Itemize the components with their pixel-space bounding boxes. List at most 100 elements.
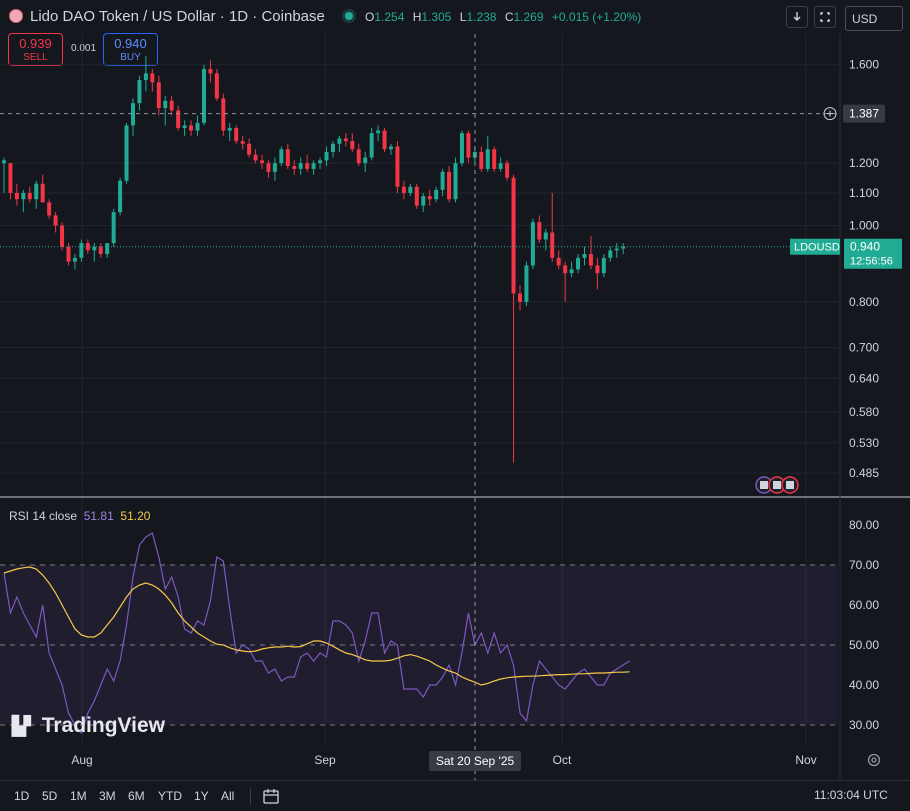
timeframe-6m[interactable]: 6M <box>128 789 145 803</box>
candle-body <box>524 265 529 302</box>
time-tick-label: Aug <box>71 753 92 767</box>
timeframe-ytd[interactable]: YTD <box>158 789 182 803</box>
candle-body <box>466 133 471 158</box>
candle-body <box>485 149 490 169</box>
time-tick-label: Oct <box>553 753 572 767</box>
candle-body <box>401 186 406 193</box>
rsi-tick-label: 80.00 <box>849 518 879 532</box>
candle-body <box>182 125 187 128</box>
currency-select[interactable]: USD <box>845 6 903 31</box>
candle-body <box>92 246 97 251</box>
toolbar-divider <box>250 788 251 805</box>
candle-body <box>189 125 194 131</box>
sell-button[interactable]: 0.939 SELL <box>8 33 63 66</box>
timeframe-all[interactable]: All <box>221 789 235 803</box>
symbol-tag-bg <box>790 238 840 255</box>
candle-body <box>350 141 355 150</box>
candle-body <box>118 180 123 213</box>
candle-body <box>459 133 464 164</box>
candle-body <box>414 186 419 206</box>
download-icon[interactable] <box>786 6 808 28</box>
currency-label: USD <box>852 12 878 26</box>
price-tick-label: 0.530 <box>849 436 879 450</box>
candle-body <box>608 250 613 258</box>
timeframe-3m[interactable]: 3M <box>99 789 116 803</box>
candle-body <box>595 265 600 274</box>
ohlc-low-value: 1.238 <box>466 10 497 24</box>
tradingview-watermark[interactable]: ▙▘ TradingView <box>12 714 165 738</box>
candle-body <box>105 243 110 255</box>
candle-body <box>601 257 606 274</box>
timeframe-5d[interactable]: 5D <box>42 789 58 803</box>
plus-icon <box>827 110 833 117</box>
candle-body <box>150 73 155 83</box>
candle-body <box>163 100 168 108</box>
candle-body <box>279 149 284 164</box>
timeframe-1m[interactable]: 1M <box>70 789 87 803</box>
rsi-tick-label: 60.00 <box>849 598 879 612</box>
candle-body <box>272 163 277 172</box>
gear-icon[interactable] <box>866 752 882 768</box>
candle-body <box>550 232 555 258</box>
rsi-tick-label: 30.00 <box>849 718 879 732</box>
ohlc-close-key: C <box>504 10 514 24</box>
price-chart[interactable]: 1.600 1.200 1.100 1.000 0.800 0.700 0.640 0.580… <box>0 0 910 780</box>
buy-label: BUY <box>120 52 141 63</box>
buy-price: 0.940 <box>114 36 147 51</box>
buy-button[interactable]: 0.940 BUY <box>103 33 158 66</box>
candle-body <box>530 222 535 266</box>
candle-body <box>111 212 116 244</box>
candle-body <box>440 171 445 190</box>
candle-body <box>556 257 561 266</box>
price-tick-label: 0.700 <box>849 341 879 355</box>
candle-body <box>98 246 103 255</box>
symbol-title[interactable]: Lido DAO Token / US Dollar · 1D · Coinba… <box>30 8 325 25</box>
candle-body <box>53 215 58 226</box>
candle-body <box>253 154 258 161</box>
sell-label: SELL <box>23 52 48 63</box>
candle-body <box>505 163 510 178</box>
candle-body <box>298 163 303 169</box>
candle-body <box>156 82 161 108</box>
candle-body <box>498 163 503 169</box>
ohlc-close-value: 1.269 <box>513 10 544 24</box>
ohlc-open-value: 1.254 <box>374 10 405 24</box>
rsi-legend[interactable]: RSI 14 close 51.81 51.20 <box>9 509 150 523</box>
candle-body <box>124 125 129 181</box>
candle-body <box>324 151 329 161</box>
timeframe-1d[interactable]: 1D <box>14 789 30 803</box>
candle-body <box>292 166 297 169</box>
candle-body <box>169 100 174 111</box>
candle-body <box>356 149 361 164</box>
candle-body <box>234 127 239 142</box>
fullscreen-icon[interactable] <box>814 6 836 28</box>
last-price-bg <box>844 238 902 269</box>
flag-mark <box>786 481 794 489</box>
chart-header: Lido DAO Token / US Dollar · 1D · Coinba… <box>0 0 910 34</box>
candle-body <box>195 122 200 131</box>
candle-body <box>176 110 181 128</box>
utc-clock[interactable]: 11:03:04 UTC <box>814 788 888 802</box>
candle-body <box>421 196 426 206</box>
ohlc-open-key: O <box>365 10 375 24</box>
timeframe-1y[interactable]: 1Y <box>194 789 209 803</box>
candle-body <box>337 138 342 144</box>
candle-body <box>143 73 148 81</box>
ohlc-change: +0.015 (+1.20%) <box>551 10 642 24</box>
ohlc-readout: O1.254 H1.305 L1.238 C1.269 +0.015 (+1.2… <box>365 10 646 24</box>
date-range-icon[interactable] <box>262 787 280 810</box>
rsi-value: 51.81 <box>83 509 114 523</box>
watermark-text: TradingView <box>41 714 166 737</box>
candle-body <box>79 243 84 258</box>
candle-body <box>266 163 271 172</box>
rsi-tick-label: 70.00 <box>849 558 879 572</box>
market-status-icon[interactable] <box>345 12 353 20</box>
candle-body <box>247 143 252 155</box>
candle-body <box>311 163 316 169</box>
price-tick-label: 1.200 <box>849 156 879 170</box>
candle-body <box>221 98 226 131</box>
price-tick-label: 1.600 <box>849 58 879 72</box>
candle-body <box>330 143 335 152</box>
ohlc-low-key: L <box>459 10 467 24</box>
candle-body <box>576 257 581 270</box>
